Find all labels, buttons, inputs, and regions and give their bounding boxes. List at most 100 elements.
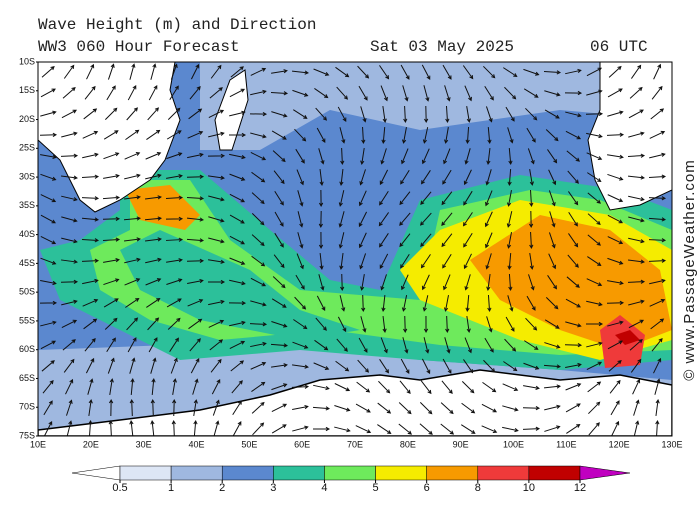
wave-arrow <box>587 381 602 393</box>
wave-arrow <box>42 379 54 394</box>
wave-arrow <box>150 63 157 80</box>
wave-arrow <box>208 175 225 180</box>
model: WW3 060 Hour Forecast <box>38 38 240 56</box>
wave-arrow <box>251 255 266 267</box>
wave-arrow <box>129 63 136 80</box>
wave-arrow <box>464 85 472 102</box>
wave-arrow <box>208 259 225 264</box>
wave-arrow <box>586 89 603 96</box>
wave-arrow <box>649 130 666 139</box>
lon-label: 60E <box>294 439 310 449</box>
lon-label: 90E <box>453 439 469 449</box>
wave-arrow <box>83 318 98 330</box>
wave-arrow <box>506 232 513 249</box>
wave-arrow <box>150 398 155 417</box>
wave-arrow <box>358 337 368 353</box>
wave-arrow <box>318 231 324 250</box>
wave-arrow <box>358 85 368 101</box>
wave-arrow <box>505 316 515 332</box>
wave-arrow <box>103 152 120 160</box>
wave-arrow <box>503 67 518 77</box>
wave-arrow <box>213 420 220 436</box>
swell-light <box>200 62 672 150</box>
wave-arrow <box>586 67 602 77</box>
wave-arrow <box>40 88 56 98</box>
wave-arrow <box>209 87 223 99</box>
wave-arrow <box>250 341 267 348</box>
wave-arrow <box>81 258 100 263</box>
wave-arrow <box>420 233 432 247</box>
wave-arrow <box>207 153 226 159</box>
wave-arrow <box>444 337 451 354</box>
wave-arrow <box>61 131 78 138</box>
wave-arrow <box>294 128 307 142</box>
wave-arrow <box>106 85 116 101</box>
colorbar-label: 10 <box>523 482 535 494</box>
wave-arrow <box>84 85 96 100</box>
wave-arrow <box>41 360 55 372</box>
wave-arrow <box>271 130 287 140</box>
wave-arrow <box>273 170 285 185</box>
wave-arrow <box>587 234 601 246</box>
wave-arrow <box>487 294 492 313</box>
lat-label: 65S <box>19 373 35 383</box>
wave-arrow <box>401 274 409 291</box>
wave-arrow <box>545 129 559 142</box>
wave-arrow <box>83 108 98 120</box>
wave-arrow <box>377 424 392 435</box>
wave-arrow <box>146 129 161 140</box>
wave-arrow <box>165 237 184 242</box>
wave-arrow <box>104 317 118 330</box>
wave-arrow <box>229 340 246 349</box>
wave-arrow <box>484 337 494 353</box>
wave-arrow <box>654 378 661 395</box>
wave-arrow <box>39 132 58 137</box>
wave-arrow <box>336 338 348 352</box>
wave-arrow <box>170 357 178 374</box>
wave-arrow <box>650 108 665 120</box>
wave-arrow <box>632 378 641 395</box>
wave-arrow <box>296 169 304 186</box>
wave-arrow <box>462 212 473 227</box>
wave-arrow <box>271 363 288 368</box>
wave-arrow <box>103 278 120 286</box>
wave-arrow <box>649 278 666 285</box>
wave-arrow <box>607 257 624 265</box>
wave-arrow <box>548 169 557 186</box>
wave-arrow <box>211 378 221 395</box>
wave-arrow <box>464 337 472 354</box>
wave-arrow <box>420 191 432 205</box>
wave-arrow <box>422 295 429 312</box>
wave-arrow <box>628 216 645 223</box>
wave-arrow <box>208 319 225 328</box>
wave-arrow <box>504 86 517 100</box>
wave-arrow <box>649 152 666 159</box>
wave-arrow <box>43 400 53 416</box>
wave-arrow <box>421 148 430 165</box>
wave-arrow <box>129 357 136 374</box>
wave-arrow <box>291 384 310 389</box>
wave-arrow <box>148 337 158 353</box>
wave-arrow <box>190 357 200 374</box>
wave-arrow <box>487 126 492 145</box>
wave-arrow <box>292 425 309 432</box>
colorbar-segment <box>375 465 427 481</box>
wave-arrow <box>361 126 366 145</box>
wave-arrow <box>586 300 603 307</box>
wave-arrow <box>462 65 474 80</box>
wave-arrow <box>528 210 534 229</box>
wave-arrow <box>481 403 498 413</box>
wave-arrow <box>401 148 409 165</box>
wave-arrow <box>313 384 330 391</box>
wave-arrow <box>108 398 114 417</box>
wave-arrow <box>549 211 556 228</box>
wave-arrow <box>207 279 226 285</box>
wave-arrow <box>145 152 162 160</box>
wave-arrow <box>544 425 561 432</box>
wave-arrow <box>81 238 100 243</box>
wave-arrow <box>271 111 288 118</box>
wave-arrow <box>523 362 540 370</box>
lon-label: 20E <box>83 439 99 449</box>
wave-arrow <box>655 399 660 416</box>
wave-arrow <box>525 317 538 331</box>
